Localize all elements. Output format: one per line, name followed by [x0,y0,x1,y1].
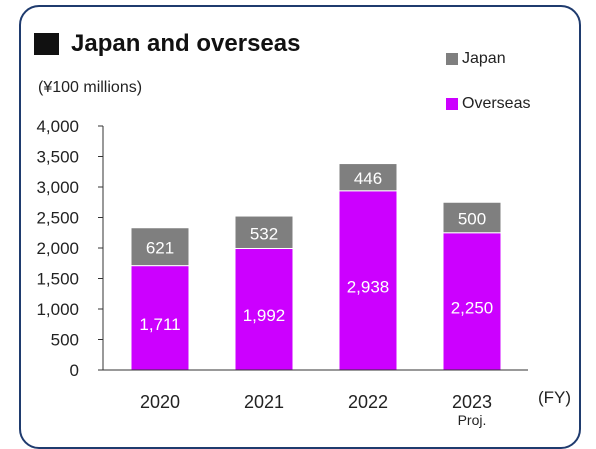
y-tick-label: 3,000 [36,178,79,197]
data-label-overseas-2023: 2,250 [451,298,494,317]
stacked-bar-chart: 0 500 1,000 1,500 2,000 2,500 3,000 3,500 4,000 1… [0,0,596,435]
y-tick-label: 3,500 [36,148,79,167]
y-tick-label: 1,500 [36,270,79,289]
y-tick-label: 4,000 [36,117,79,136]
y-tick-label: 2,500 [36,209,79,228]
y-tick-label: 2,000 [36,239,79,258]
data-label-japan-2023: 500 [458,210,486,229]
x-tick-label: 2021 [244,392,284,412]
data-label-japan-2020: 621 [146,239,174,258]
x-tick-label: 2023 [452,392,492,412]
y-tick-label: 0 [70,361,79,380]
data-label-overseas-2022: 2,938 [347,277,390,296]
y-tick-label: 500 [51,331,79,350]
data-label-overseas-2021: 1,992 [243,306,286,325]
x-tick-label: 2022 [348,392,388,412]
data-label-japan-2021: 532 [250,224,278,243]
data-label-overseas-2020: 1,711 [139,315,180,334]
y-tick-label: 1,000 [36,300,79,319]
x-tick-sublabel: Proj. [458,412,487,428]
data-label-japan-2022: 446 [354,169,382,188]
x-tick-label: 2020 [140,392,180,412]
